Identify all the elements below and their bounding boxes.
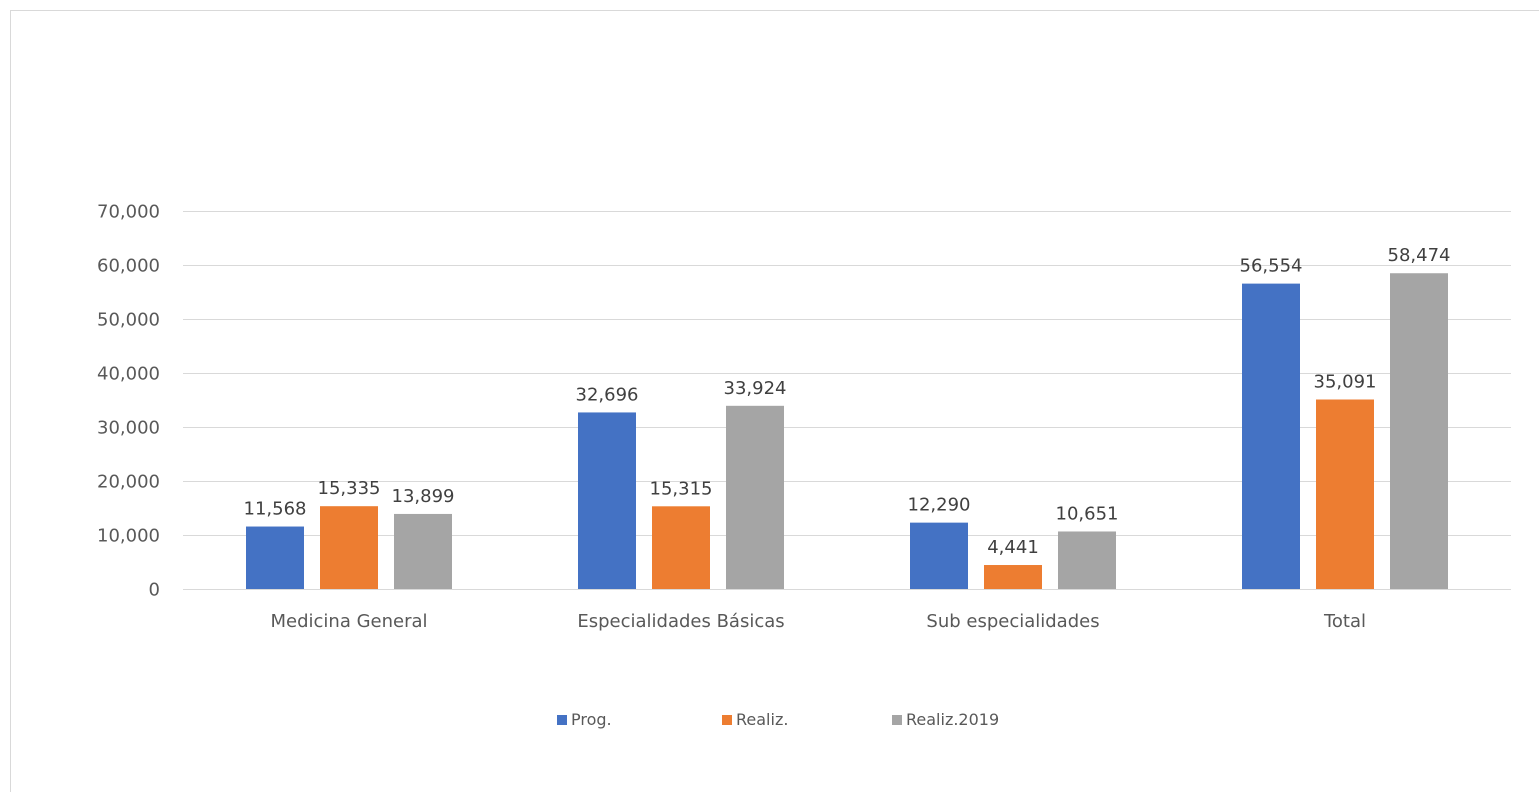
data-labels: 11,568 15,335 13,899 32,696 15,315 33,924 12,2…: [244, 245, 1451, 558]
data-label: 32,696: [576, 384, 639, 405]
data-label: 10,651: [1056, 503, 1119, 524]
category-label: Total: [1323, 611, 1366, 632]
category-label: Especialidades Básicas: [577, 611, 784, 632]
y-tick-label: 10,000: [97, 526, 160, 547]
y-tick-label: 50,000: [97, 310, 160, 331]
data-label: 58,474: [1388, 245, 1451, 266]
category-label: Sub especialidades: [926, 611, 1099, 632]
legend-swatch: [722, 715, 732, 725]
bar-prog--0: [246, 526, 304, 589]
legend-label: Realiz.2019: [906, 710, 999, 729]
y-tick-label: 40,000: [97, 364, 160, 385]
data-label: 15,315: [650, 478, 713, 499]
data-label: 12,290: [908, 495, 971, 516]
data-label: 56,554: [1240, 256, 1303, 277]
legend: Prog. Realiz. Realiz.2019: [557, 710, 999, 729]
bar-realiz--0: [320, 506, 378, 589]
chart-frame: 0 10,000 20,000 30,000 40,000 50,000 60,000 70,…: [10, 10, 1539, 792]
bar-realiz-2019-0: [394, 513, 452, 589]
y-axis-ticks: 0 10,000 20,000 30,000 40,000 50,000 60,000 70,…: [97, 202, 160, 601]
data-label: 4,441: [987, 537, 1039, 558]
data-label: 35,091: [1314, 372, 1377, 393]
bar-realiz-2019-1: [726, 405, 784, 589]
y-tick-label: 20,000: [97, 472, 160, 493]
x-axis-categories: Medicina General Especialidades Básicas Su…: [270, 611, 1366, 632]
bar-realiz--1: [652, 506, 710, 589]
y-tick-label: 70,000: [97, 202, 160, 223]
bar-realiz-2019-2: [1058, 531, 1116, 589]
bars: [246, 273, 1448, 589]
bar-prog--3: [1242, 283, 1300, 589]
data-label: 33,924: [724, 378, 787, 399]
data-label: 13,899: [392, 486, 455, 507]
y-tick-label: 60,000: [97, 256, 160, 277]
gridlines: [183, 211, 1511, 590]
bar-realiz--3: [1316, 399, 1374, 589]
y-tick-label: 0: [149, 580, 160, 601]
category-label: Medicina General: [270, 611, 427, 632]
data-label: 11,568: [244, 499, 307, 520]
bar-prog--1: [578, 412, 636, 589]
bar-realiz-2019-3: [1390, 273, 1448, 589]
legend-label: Realiz.: [736, 710, 788, 729]
data-label: 15,335: [318, 478, 381, 499]
bar-prog--2: [910, 522, 968, 589]
legend-swatch: [892, 715, 902, 725]
bar-chart: 0 10,000 20,000 30,000 40,000 50,000 60,000 70,…: [97, 202, 1511, 729]
bar-realiz--2: [984, 565, 1042, 589]
legend-swatch: [557, 715, 567, 725]
y-tick-label: 30,000: [97, 418, 160, 439]
legend-label: Prog.: [571, 710, 612, 729]
